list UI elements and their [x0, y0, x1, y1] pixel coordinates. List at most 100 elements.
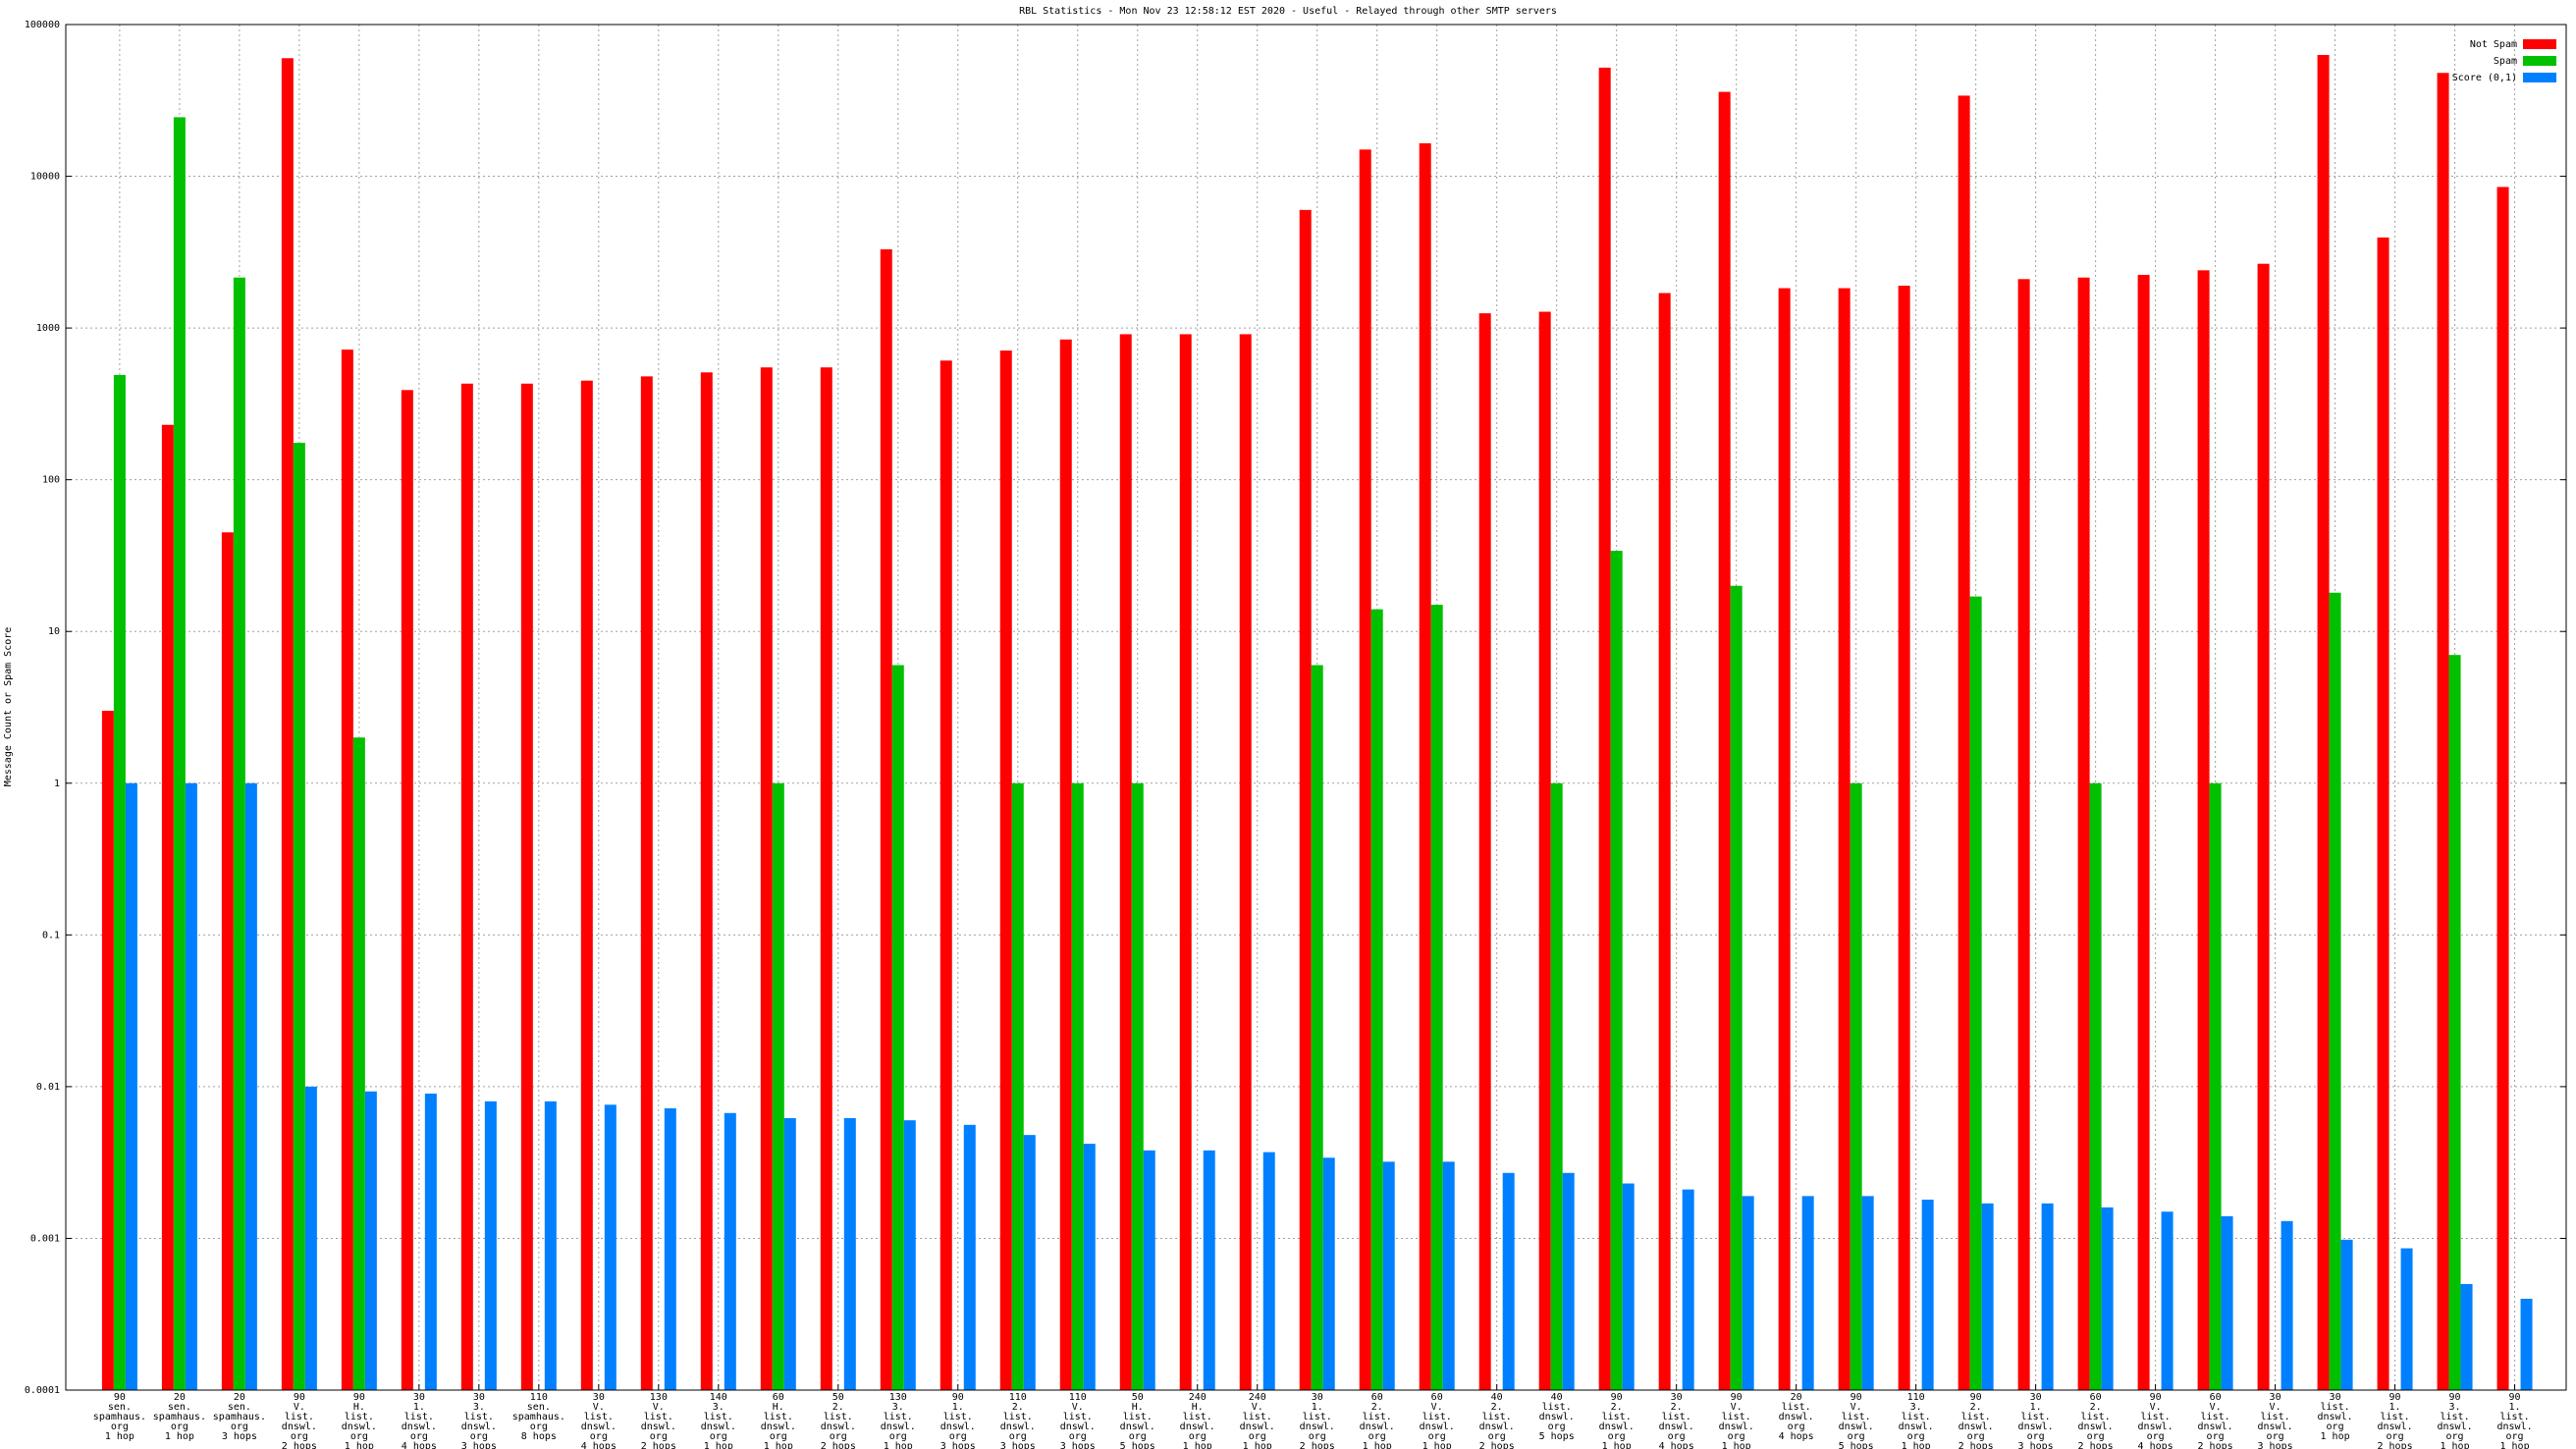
x-tick-label: list.: [2441, 1412, 2470, 1422]
bar: [2340, 1239, 2353, 1390]
x-tick-label: list.: [1183, 1412, 1212, 1422]
x-tick-label: list.: [2081, 1412, 2111, 1422]
x-tick-label: 1.: [2509, 1402, 2521, 1413]
x-tick-label: list.: [1961, 1412, 1991, 1422]
x-tick-label: list.: [1303, 1412, 1332, 1422]
x-tick-label: org: [1009, 1431, 1027, 1442]
x-tick-label: dnswl.: [282, 1422, 317, 1432]
x-tick-label: dnswl.: [1779, 1412, 1814, 1422]
bar: [2448, 655, 2461, 1390]
x-tick-label: 5 hops: [1839, 1441, 1874, 1449]
x-tick-label: spamhaus.: [93, 1412, 146, 1422]
bar: [1419, 142, 1431, 1391]
x-tick-label: dnswl.: [342, 1422, 377, 1432]
x-tick-label: 1 hop: [1602, 1441, 1632, 1449]
x-tick-label: dnswl.: [2378, 1422, 2413, 1432]
bar: [2077, 277, 2090, 1390]
bar: [1502, 1172, 1515, 1390]
bar: [891, 665, 904, 1390]
x-tick-label: dnswl.: [1959, 1422, 1994, 1432]
x-tick-label: V.: [1072, 1402, 1084, 1413]
x-tick-label: 110: [1009, 1392, 1027, 1403]
x-tick-label: 2.: [1970, 1402, 1982, 1413]
bar: [1898, 286, 1910, 1390]
x-tick-label: 90: [2150, 1392, 2162, 1403]
x-tick-label: list.: [1243, 1412, 1272, 1422]
x-tick-label: V.: [2270, 1402, 2281, 1413]
y-tick-label: 100000: [25, 20, 60, 30]
bar: [352, 737, 365, 1390]
x-tick-label: org: [171, 1422, 188, 1432]
x-tick-label: org: [1608, 1431, 1626, 1442]
x-tick-label: org: [2147, 1431, 2165, 1442]
x-tick-label: list.: [2261, 1412, 2290, 1422]
x-tick-label: list.: [764, 1412, 793, 1422]
x-tick-label: H.: [353, 1402, 365, 1413]
y-tick-label: 1000: [36, 323, 60, 334]
x-tick-label: org: [1189, 1431, 1207, 1442]
x-tick-label: 2 hops: [821, 1441, 856, 1449]
x-tick-label: 30: [593, 1392, 605, 1403]
x-tick-label: 240: [1189, 1392, 1207, 1403]
x-tick-label: list.: [584, 1412, 614, 1422]
x-tick-label: 30: [1312, 1392, 1323, 1403]
y-tick-label: 10: [48, 626, 60, 637]
x-tick-label: 2.: [1491, 1402, 1503, 1413]
x-tick-label: 40: [1551, 1392, 1563, 1403]
x-tick-label: 90: [114, 1392, 126, 1403]
x-tick-label: list.: [704, 1412, 733, 1422]
chart-title: RBL Statistics - Mon Nov 23 12:58:12 EST…: [1019, 6, 1557, 17]
bar: [1322, 1157, 1335, 1390]
x-tick-label: 4 hops: [1779, 1431, 1814, 1442]
bar: [2496, 187, 2509, 1391]
bar: [2329, 592, 2341, 1390]
x-tick-label: dnswl.: [402, 1422, 437, 1432]
x-tick-label: org: [1728, 1431, 1745, 1442]
legend-label: Spam: [2494, 56, 2517, 67]
x-tick-label: 3 hops: [222, 1431, 257, 1442]
bar: [1478, 313, 1491, 1391]
bar: [1598, 67, 1611, 1390]
bar: [544, 1100, 557, 1390]
x-tick-label: sen.: [228, 1402, 251, 1413]
bar: [113, 374, 126, 1390]
x-tick-label: dnswl.: [1659, 1422, 1694, 1432]
x-tick-label: 90: [2389, 1392, 2401, 1403]
x-tick-label: dnswl.: [581, 1422, 617, 1432]
x-tick-label: org: [590, 1431, 608, 1442]
bar: [1850, 782, 1862, 1390]
x-tick-label: V.: [2210, 1402, 2222, 1413]
bar: [903, 1120, 916, 1390]
bar: [2101, 1207, 2114, 1390]
x-tick-label: V.: [2150, 1402, 2162, 1413]
bar: [724, 1112, 736, 1390]
x-tick-label: org: [1249, 1431, 1266, 1442]
x-tick-label: list.: [1722, 1412, 1751, 1422]
bar: [1538, 311, 1551, 1390]
x-tick-label: org: [1488, 1431, 1506, 1442]
bar: [1562, 1172, 1575, 1390]
x-tick-label: org: [2207, 1431, 2225, 1442]
x-tick-label: 3.: [892, 1402, 904, 1413]
bar: [2209, 782, 2222, 1390]
x-tick-label: 2 hops: [2078, 1441, 2114, 1449]
x-tick-label: list.: [1363, 1412, 1392, 1422]
x-tick-label: org: [1848, 1431, 1865, 1442]
x-tick-label: list.: [1003, 1412, 1033, 1422]
x-tick-label: org: [1668, 1431, 1686, 1442]
x-tick-label: org: [949, 1431, 967, 1442]
x-tick-label: 140: [710, 1392, 727, 1403]
x-tick-label: V.: [593, 1402, 605, 1413]
x-tick-label: list.: [1542, 1402, 1572, 1413]
bar: [1742, 1196, 1754, 1390]
x-tick-label: 2.: [1671, 1402, 1683, 1413]
x-tick-label: 90: [952, 1392, 964, 1403]
bar: [1550, 782, 1563, 1390]
bar: [1203, 1150, 1215, 1390]
x-tick-label: 20: [1791, 1392, 1802, 1403]
bar: [820, 367, 832, 1390]
x-tick-label: dnswl.: [940, 1422, 976, 1432]
x-tick-label: org: [2506, 1431, 2524, 1442]
x-tick-label: 2.: [1371, 1402, 1383, 1413]
x-tick-label: org: [1907, 1431, 1925, 1442]
